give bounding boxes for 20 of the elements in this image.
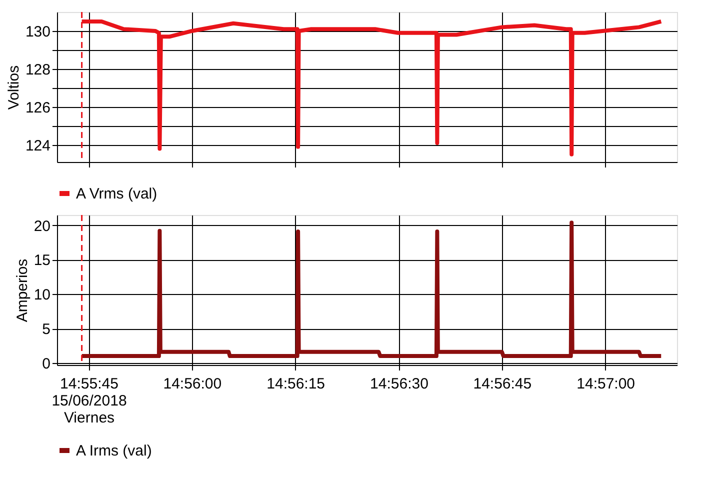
y-tick-label: 0 [42, 355, 50, 372]
y-tick-label: 124 [25, 137, 50, 154]
line-series [80, 220, 664, 358]
y-tick-label: 128 [25, 61, 50, 78]
x-tick-label: 14:56:30 [370, 376, 428, 392]
legend-label: A Irms (val) [76, 442, 152, 460]
y-axis-title: Voltios [5, 65, 22, 110]
x-tick-label: 14:57:00 [576, 376, 636, 392]
y-tick-label: 130 [25, 23, 50, 40]
x-tick-label: 14:56:45 [473, 376, 532, 392]
x-tick-label: 14:56:00 [163, 376, 222, 392]
y-tick-label: 15 [34, 252, 50, 270]
y-tick-label: 126 [25, 99, 50, 116]
y-axis-title: Amperios [14, 258, 31, 322]
legend-label: A Vrms (val) [76, 186, 158, 202]
y-tick-label: 10 [34, 286, 50, 304]
y-tick-label: 20 [34, 218, 50, 235]
x-tick-label: 14:55:45 15/06/2018 Viernes [52, 376, 127, 426]
x-tick-label: 14:56:15 [266, 376, 326, 392]
y-tick-label: 5 [42, 321, 50, 338]
